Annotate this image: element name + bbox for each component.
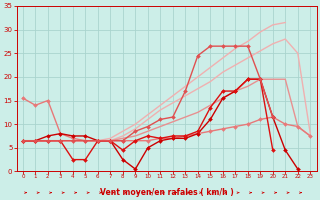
X-axis label: Vent moyen/en rafales ( km/h ): Vent moyen/en rafales ( km/h ) — [100, 188, 234, 197]
